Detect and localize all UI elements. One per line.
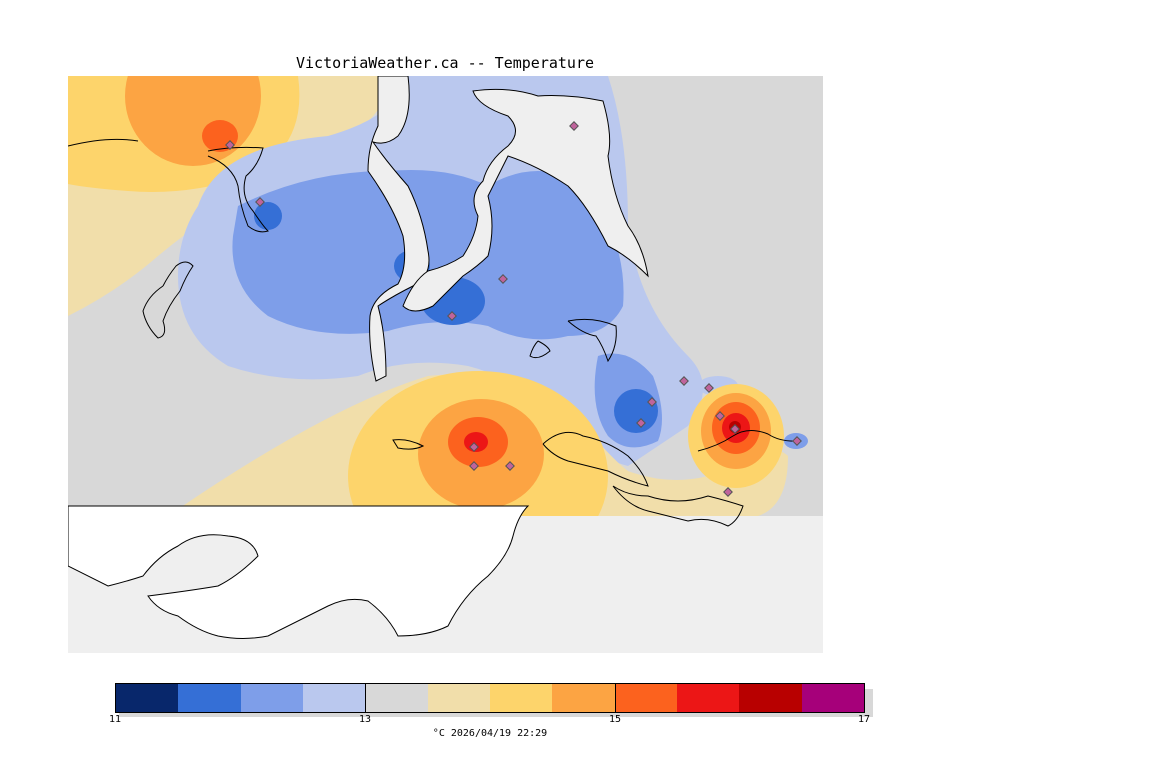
legend-tick-mark [615,683,616,713]
legend-tick-label: 15 [608,714,622,725]
station-marker [704,383,714,393]
legend-swatch [801,684,864,712]
units-timestamp: °C 2026/04/19 22:29 [432,728,548,739]
legend-swatch [178,684,241,712]
station-marker [498,274,508,284]
contour-cool-dark-a [254,202,282,230]
stations [225,121,802,497]
station-marker [723,487,733,497]
inlet-north [367,76,430,382]
legend-swatch [302,684,366,712]
legend-swatch [365,684,428,712]
legend-swatch [489,684,553,712]
legend-tick-mark [365,683,366,713]
legend-swatch [676,684,740,712]
color-legend-bar [115,683,865,713]
water-areas [367,76,649,382]
legend-swatch [739,684,802,712]
station-marker [447,311,457,321]
map-title: VictoriaWeather.ca -- Temperature [295,54,594,72]
contour-field [68,76,823,516]
legend-swatch [427,684,490,712]
station-marker [715,411,725,421]
station-marker [647,397,657,407]
station-marker [469,461,479,471]
legend-tick-label: 11 [108,714,122,725]
south-landmass [68,505,530,639]
legend-swatch [552,684,615,712]
station-marker [469,442,479,452]
bay-east [402,88,649,312]
coastline [68,138,799,527]
contour-cool-dark-d [614,389,658,433]
station-marker [679,376,689,386]
station-marker [225,140,235,150]
legend-tick-label: 13 [358,714,372,725]
legend-swatch [116,684,179,712]
station-marker [792,436,802,446]
station-marker [255,197,265,207]
station-marker [505,461,515,471]
station-marker [569,121,579,131]
station-marker [636,418,646,428]
legend-swatch [614,684,677,712]
station-marker [730,424,740,434]
legend-tick-label: 17 [857,714,871,725]
temperature-map [68,76,823,653]
legend-swatch [240,684,303,712]
